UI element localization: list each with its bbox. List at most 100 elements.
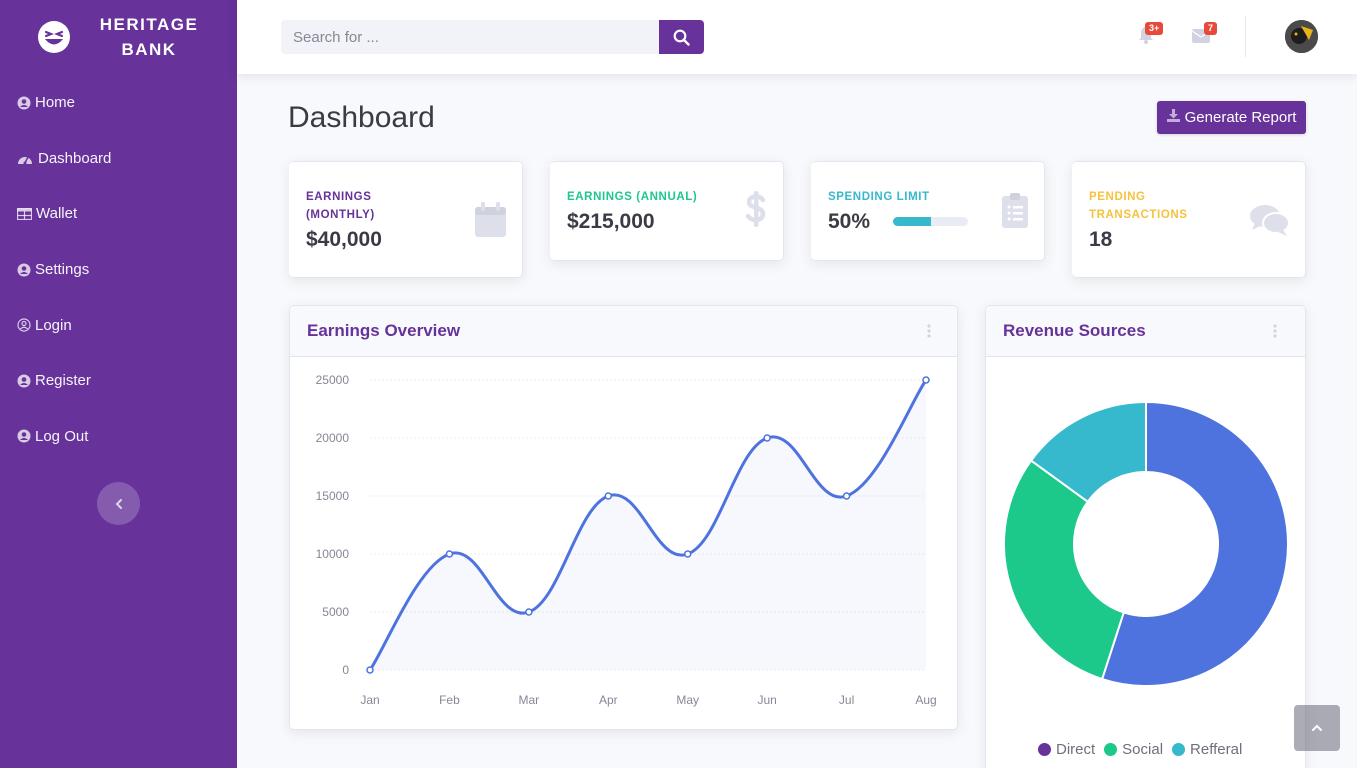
- download-icon: [1166, 109, 1180, 126]
- earnings-overview-card: Earnings Overview 0 5000 10000 15000 20000 25…: [289, 305, 958, 730]
- tachometer-icon: [17, 151, 33, 165]
- sidebar-item-login[interactable]: Login: [0, 297, 237, 353]
- user-circle-icon: [17, 263, 31, 277]
- y-tick-label: 15000: [316, 489, 350, 503]
- stat-label: Spending Limit: [828, 191, 930, 203]
- data-point: [763, 434, 771, 442]
- stat-value: $40,000: [306, 228, 382, 251]
- more-options-icon[interactable]: [927, 324, 931, 338]
- spending-progress-fill: [893, 217, 931, 226]
- y-tick-label: 10000: [316, 547, 350, 561]
- stat-label: Pending Transactions: [1089, 191, 1188, 221]
- sidebar-toggle-button[interactable]: [97, 482, 140, 525]
- spending-progress-bar: [893, 217, 968, 226]
- search-input[interactable]: [281, 20, 659, 54]
- topbar: 3+ 7: [237, 0, 1357, 74]
- sidebar-nav: Home Dashboard Wallet Settings Login Reg…: [0, 75, 237, 464]
- legend-label: Social: [1122, 741, 1164, 758]
- brand-line-2: BANK: [121, 40, 177, 59]
- laughing-face-icon: [38, 21, 70, 53]
- data-point: [366, 666, 374, 674]
- dollar-icon: [746, 191, 766, 227]
- user-circle-outline-icon: [17, 318, 31, 332]
- clipboard-list-icon: [1002, 193, 1028, 228]
- alerts-badge: 3+: [1145, 22, 1164, 35]
- table-icon: [17, 207, 32, 221]
- page-title: Dashboard: [288, 101, 435, 134]
- stat-card-earnings-annual: Earnings (Annual) $215,000: [550, 161, 784, 261]
- x-tick-label: Mar: [519, 693, 540, 707]
- stat-value: 18: [1089, 228, 1113, 251]
- revenue-donut-chart: [1003, 400, 1289, 687]
- stat-label: Earnings (Annual): [567, 191, 698, 203]
- search-icon: [673, 29, 690, 46]
- topbar-divider: [1245, 16, 1246, 57]
- x-tick-label: Apr: [599, 693, 618, 707]
- sidebar-item-label: Log Out: [35, 427, 89, 445]
- data-point: [445, 550, 454, 558]
- chevron-up-icon: [1312, 724, 1322, 731]
- x-tick-label: May: [676, 693, 699, 707]
- user-circle-icon: [17, 96, 31, 110]
- sidebar-item-wallet[interactable]: Wallet: [0, 186, 237, 242]
- messages-badge: 7: [1204, 22, 1218, 35]
- data-point: [842, 492, 851, 500]
- stat-card-spending-limit: Spending Limit 50%: [811, 161, 1045, 261]
- donut-slice-direct[interactable]: [1100, 400, 1289, 687]
- sidebar-item-label: Wallet: [36, 205, 78, 223]
- more-options-icon[interactable]: [1273, 324, 1277, 338]
- x-tick-label: Jan: [360, 693, 379, 707]
- comments-icon: [1250, 205, 1289, 236]
- legend-label: Direct: [1056, 741, 1096, 758]
- x-tick-label: Feb: [439, 693, 460, 707]
- legend-item-direct: Direct: [1038, 741, 1095, 758]
- messages-button[interactable]: 7: [1191, 22, 1218, 46]
- card-title: Revenue Sources: [1003, 321, 1146, 340]
- alerts-button[interactable]: 3+: [1138, 22, 1164, 46]
- user-avatar-image: [1285, 20, 1318, 53]
- stat-value: 50%: [828, 210, 871, 233]
- sidebar-item-label: Dashboard: [38, 149, 112, 167]
- chart-legend: Direct Social Refferal: [1038, 741, 1251, 758]
- card-header: Revenue Sources: [986, 306, 1305, 357]
- user-circle-icon: [17, 374, 31, 388]
- brand[interactable]: HERITAGE BANK: [0, 0, 237, 74]
- sidebar-item-register[interactable]: Register: [0, 353, 237, 409]
- series-line: [368, 379, 928, 671]
- search-form: [281, 20, 704, 54]
- sidebar-item-label: Home: [35, 94, 76, 112]
- scroll-to-top-button[interactable]: [1294, 705, 1340, 751]
- stat-label: Earnings (Monthly): [306, 191, 375, 221]
- y-tick-label: 5000: [322, 605, 349, 619]
- stat-card-earnings-monthly: Earnings (Monthly) $40,000: [289, 161, 523, 278]
- y-tick-label: 25000: [316, 373, 350, 387]
- data-point: [683, 550, 692, 558]
- sidebar-item-logout[interactable]: Log Out: [0, 409, 237, 465]
- sidebar-item-home[interactable]: Home: [0, 75, 237, 131]
- search-button[interactable]: [659, 20, 704, 54]
- revenue-sources-card: Revenue Sources Direct Social Refferal: [985, 305, 1306, 768]
- x-tick-label: Jun: [757, 693, 776, 707]
- sidebar-item-settings[interactable]: Settings: [0, 242, 237, 298]
- legend-item-referral: Refferal: [1172, 741, 1242, 758]
- donut-slice-refferal[interactable]: [1029, 400, 1147, 504]
- data-point: [604, 492, 613, 500]
- sidebar-item-dashboard[interactable]: Dashboard: [0, 131, 237, 187]
- sidebar: HERITAGE BANK Home Dashboard Wallet Sett…: [0, 0, 237, 768]
- legend-dot: [1172, 743, 1186, 756]
- legend-item-social: Social: [1104, 741, 1163, 758]
- chevron-left-icon: [115, 498, 122, 509]
- card-title: Earnings Overview: [307, 321, 461, 340]
- calendar-icon: [475, 202, 506, 237]
- generate-report-label: Generate Report: [1184, 109, 1297, 126]
- generate-report-button[interactable]: Generate Report: [1157, 101, 1306, 134]
- donut-slice-social[interactable]: [1003, 459, 1126, 681]
- legend-label: Refferal: [1190, 741, 1243, 758]
- legend-dot: [1104, 743, 1118, 756]
- avatar[interactable]: [1285, 20, 1318, 53]
- legend-dot: [1038, 743, 1051, 756]
- sidebar-item-label: Login: [35, 316, 72, 334]
- card-header: Earnings Overview: [290, 306, 957, 357]
- sidebar-item-label: Register: [35, 372, 91, 390]
- earnings-line-chart: 0 5000 10000 15000 20000 25000 Jan Feb Mar Apr May…: [316, 373, 937, 707]
